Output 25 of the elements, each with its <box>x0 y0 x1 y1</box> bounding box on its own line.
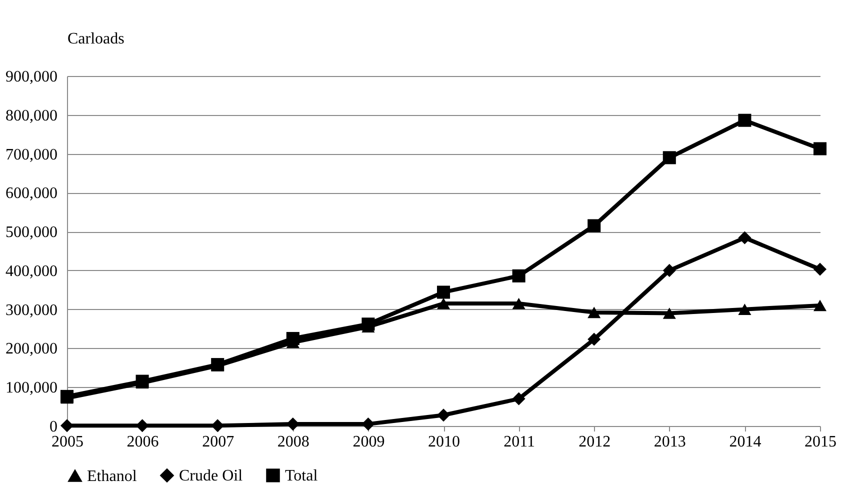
legend-label: Ethanol <box>87 468 138 485</box>
y-tick-label: 800,000 <box>6 107 58 124</box>
x-tick-label: 2011 <box>504 434 536 450</box>
y-tick-label: 900,000 <box>6 68 58 86</box>
legend-label: Crude Oil <box>179 467 244 484</box>
legend-label: Total <box>285 467 318 484</box>
x-tick-label: 2008 <box>277 434 310 450</box>
x-tick-label: 2012 <box>578 434 611 450</box>
x-tick-label: 2009 <box>352 434 385 450</box>
y-tick-label: 600,000 <box>6 185 58 202</box>
y-tick-label: 500,000 <box>6 224 58 242</box>
y-tick-label: 0 <box>50 418 58 436</box>
y-tick-label: 200,000 <box>6 340 58 358</box>
x-tick-label: 2006 <box>126 434 159 450</box>
y-tick-label: 100,000 <box>6 380 58 397</box>
y-tick-label: 300,000 <box>6 302 58 319</box>
x-tick-label: 2005 <box>52 434 84 450</box>
y-axis-title: Carloads <box>68 30 124 48</box>
x-tick-label: 2007 <box>202 434 234 450</box>
x-tick-label: 2013 <box>654 434 686 450</box>
x-tick-label: 2015 <box>804 434 836 450</box>
x-tick-label: 2014 <box>729 434 762 450</box>
y-tick-label: 700,000 <box>6 146 58 164</box>
x-tick-label: 2010 <box>428 434 460 450</box>
y-tick-label: 400,000 <box>6 262 58 280</box>
